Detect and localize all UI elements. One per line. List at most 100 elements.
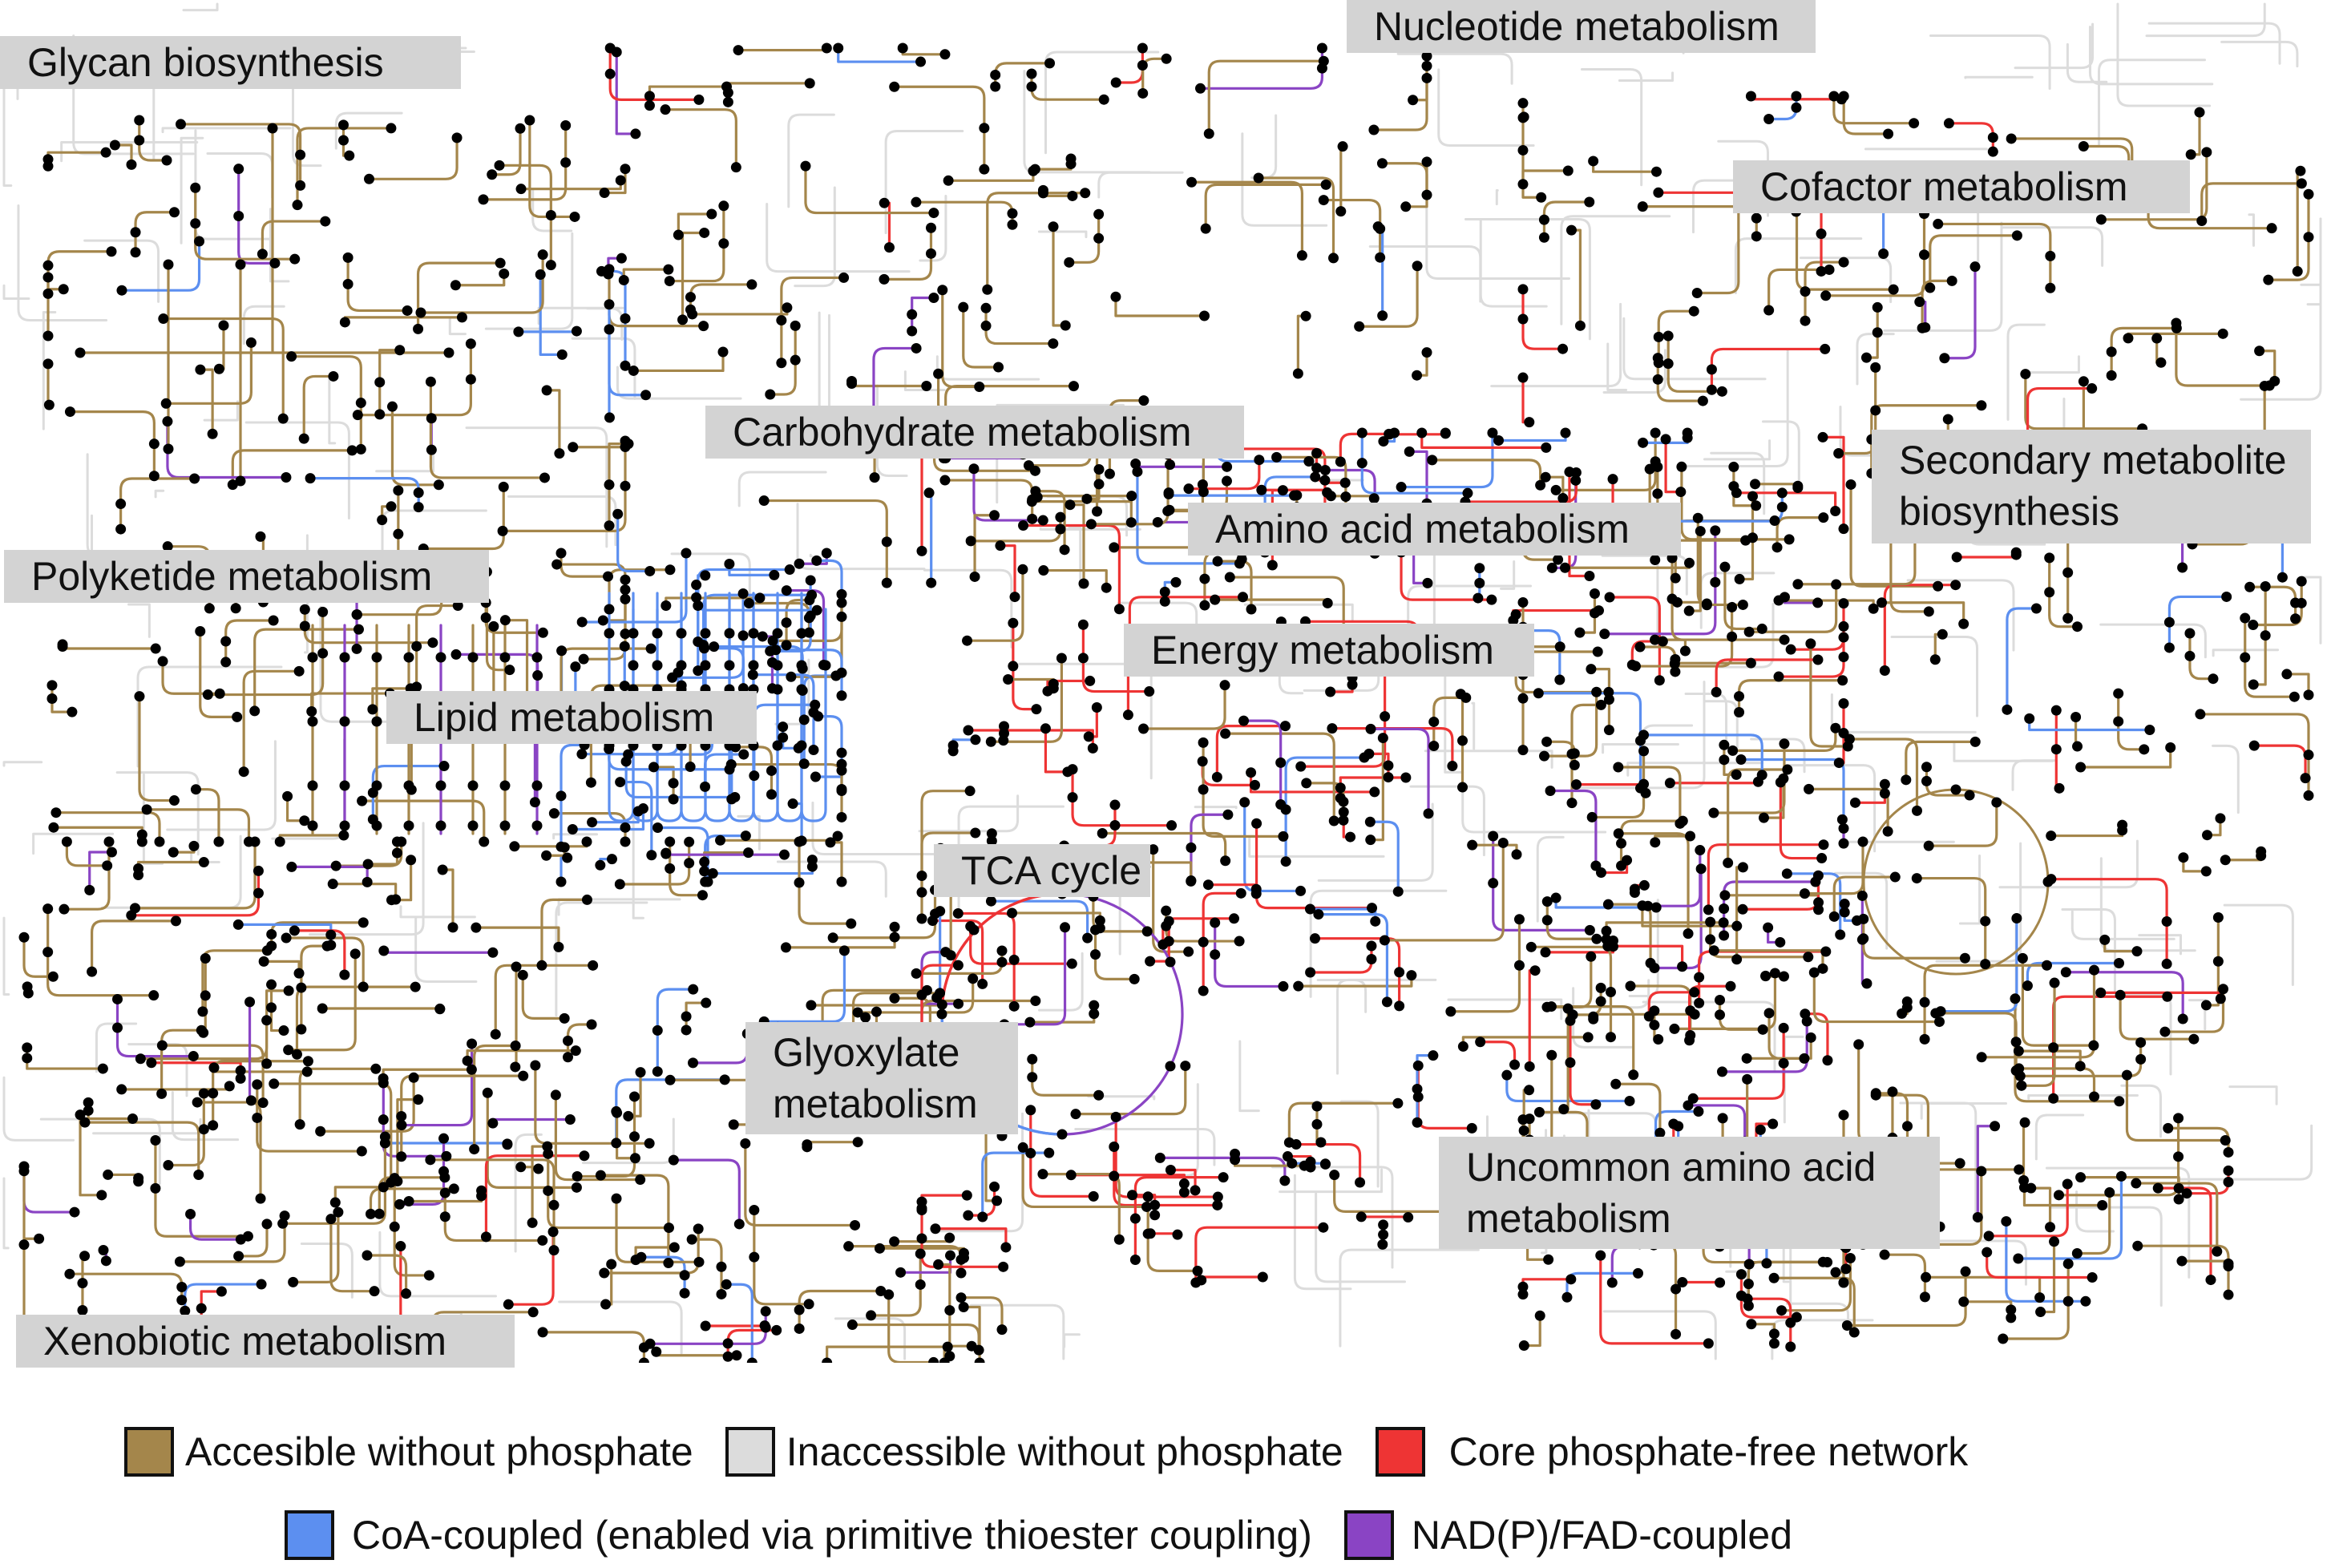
metabolite-node — [1338, 814, 1349, 826]
accessible-reaction — [1807, 787, 1889, 833]
metabolite-node — [738, 749, 749, 760]
accessible-reaction — [2050, 823, 2124, 838]
metabolite-node — [2080, 1295, 2091, 1307]
metabolite-node — [895, 1267, 907, 1278]
metabolite-node — [1172, 1229, 1183, 1240]
metabolite-node — [2049, 1236, 2060, 1247]
metabolite-node — [560, 119, 572, 131]
metabolite-node — [982, 284, 993, 295]
coa-reaction — [1642, 733, 1763, 777]
core-reaction — [1331, 727, 1454, 768]
metabolite-node — [1838, 1109, 1849, 1121]
metabolite-node — [1328, 253, 1339, 264]
metabolite-node — [970, 734, 981, 746]
metabolite-node — [652, 660, 663, 671]
accessible-reaction — [1570, 703, 1602, 805]
accessible-reaction — [1727, 768, 1789, 865]
metabolite-node — [1799, 1053, 1810, 1064]
metabolite-node — [1518, 1125, 1529, 1136]
accessible-reaction — [199, 368, 214, 435]
metabolite-node — [255, 1193, 266, 1204]
core-reaction — [920, 1194, 968, 1210]
metabolite-node — [665, 836, 676, 847]
metabolite-node — [1650, 427, 1661, 438]
metabolite-node — [1149, 1199, 1161, 1210]
metabolite-node — [1622, 855, 1633, 866]
metabolite-node — [1518, 1340, 1529, 1352]
metabolite-node — [1831, 579, 1842, 590]
metabolite-node — [190, 182, 201, 193]
metabolite-node — [1727, 631, 1738, 642]
metabolite-node — [1065, 499, 1076, 511]
metabolite-node — [776, 315, 787, 326]
metabolite-node — [1138, 395, 1149, 406]
accessible-reaction — [494, 964, 595, 1036]
accessible-reaction — [1673, 661, 1752, 665]
accessible-reaction — [310, 692, 392, 713]
metabolite-node — [2019, 1117, 2030, 1128]
inaccessible-reaction — [875, 384, 908, 477]
metabolite-node — [2290, 597, 2301, 608]
metabolite-node — [1845, 479, 1856, 490]
metabolite-node — [426, 444, 437, 455]
metabolite-node — [1841, 1319, 1852, 1331]
metabolite-node — [2254, 346, 2265, 357]
metabolite-node — [980, 302, 992, 313]
core-reaction — [1521, 288, 1565, 350]
metabolite-node — [2212, 912, 2224, 923]
metabolite-node — [1007, 907, 1018, 919]
accessible-reaction — [242, 669, 301, 774]
metabolite-node — [439, 1211, 450, 1222]
metabolite-node — [435, 652, 446, 663]
metabolite-node — [1933, 1016, 1945, 1028]
metabolite-node — [1624, 1095, 1635, 1106]
metabolite-node — [1511, 849, 1522, 860]
metabolite-node — [2240, 652, 2251, 663]
metabolite-node — [772, 660, 783, 671]
metabolite-node — [1457, 782, 1468, 793]
metabolite-node — [2184, 650, 2196, 661]
metabolite-node — [581, 894, 592, 905]
metabolite-node — [2205, 1275, 2216, 1286]
metabolite-node — [1428, 741, 1440, 752]
metabolite-node — [790, 354, 801, 366]
accessible-reaction — [1923, 964, 2049, 1041]
metabolite-node — [161, 155, 172, 166]
metabolite-node — [1421, 72, 1432, 83]
metabolite-node — [1040, 723, 1051, 734]
swatch-core — [1375, 1427, 1425, 1477]
metabolite-node — [1457, 735, 1468, 746]
metabolite-node — [434, 1003, 446, 1014]
metabolite-node — [604, 42, 616, 54]
metabolite-node — [1305, 967, 1316, 978]
label-energy-metabolism: Energy metabolism — [1124, 624, 1534, 677]
metabolite-node — [1837, 675, 1848, 686]
accessible-reaction — [285, 794, 306, 822]
metabolite-node — [836, 690, 847, 701]
metabolite-node — [715, 835, 726, 846]
core-reaction — [1955, 551, 2018, 559]
metabolite-node — [467, 652, 479, 663]
metabolite-node — [1923, 840, 1934, 851]
inaccessible-reaction — [1194, 806, 1238, 810]
metabolite-node — [1339, 477, 1351, 488]
metabolite-node — [966, 1340, 977, 1352]
accessible-reaction — [292, 1210, 340, 1283]
metabolite-node — [1638, 746, 1650, 757]
inaccessible-reaction — [83, 239, 160, 303]
metabolite-node — [977, 1211, 988, 1222]
metabolite-node — [2049, 977, 2060, 988]
metabolite-node — [1541, 736, 1553, 747]
accessible-reaction — [652, 766, 675, 801]
metabolite-node — [821, 548, 832, 559]
metabolite-node — [547, 1227, 559, 1238]
accessible-reaction — [178, 1214, 286, 1263]
metabolite-node — [1266, 560, 1278, 571]
metabolite-node — [1757, 1024, 1768, 1035]
metabolite-node — [1670, 1328, 1682, 1340]
metabolite-node — [1835, 929, 1846, 940]
metabolite-node — [1400, 772, 1412, 783]
inaccessible-reaction — [1642, 1000, 1776, 1073]
inaccessible-reaction — [42, 310, 57, 430]
metabolite-node — [1685, 830, 1696, 842]
